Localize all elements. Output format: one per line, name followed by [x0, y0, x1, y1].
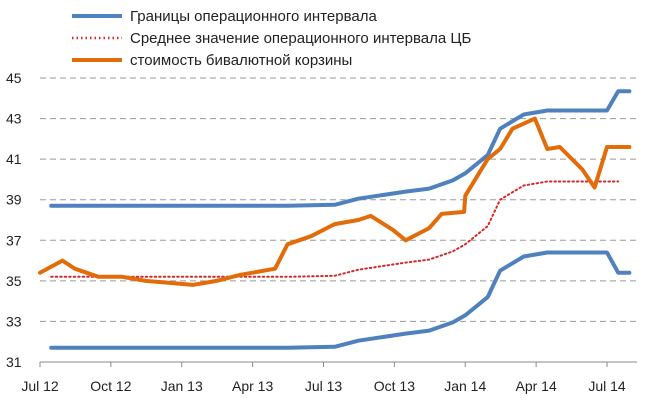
x-tick-label: Jul 14 [588, 378, 626, 394]
x-tick-label: Oct 12 [90, 378, 131, 394]
y-tick-label: 45 [6, 70, 22, 86]
y-tick-label: 43 [6, 111, 22, 127]
x-tick-label: Jan 14 [444, 378, 486, 394]
gridlines [40, 77, 637, 322]
x-tick-label: Apr 14 [516, 378, 557, 394]
mean-line [50, 180, 620, 278]
legend-label: Среднее значение операционного интервала… [130, 30, 471, 47]
series-lines [38, 89, 632, 350]
y-tick-label: 39 [6, 192, 22, 208]
legend-label: Границы операционного интервала [130, 8, 377, 25]
legend: Границы операционного интервала Среднее з… [72, 8, 471, 69]
band-upper-line [49, 89, 632, 208]
y-tick-label: 35 [6, 273, 22, 289]
y-tick-label: 37 [6, 232, 22, 248]
x-tick-label: Jul 13 [305, 378, 343, 394]
y-tick-label: 41 [6, 151, 22, 167]
y-tick-label: 33 [6, 313, 22, 329]
basket-line [38, 116, 632, 287]
x-tick-label: Oct 13 [374, 378, 415, 394]
x-axis-tick-labels: Jul 12 Oct 12 Jan 13 Apr 13 Jul 13 Oct 13 Jan … [21, 362, 626, 394]
y-axis-tick-labels: 31 33 35 37 39 41 43 45 [6, 70, 22, 370]
y-tick-label: 31 [6, 354, 22, 370]
band-lower-line [49, 250, 632, 350]
legend-label: стоимость бивалютной корзины [130, 52, 352, 69]
x-tick-label: Apr 13 [232, 378, 273, 394]
x-tick-label: Jul 12 [21, 378, 59, 394]
x-tick-label: Jan 13 [161, 378, 203, 394]
